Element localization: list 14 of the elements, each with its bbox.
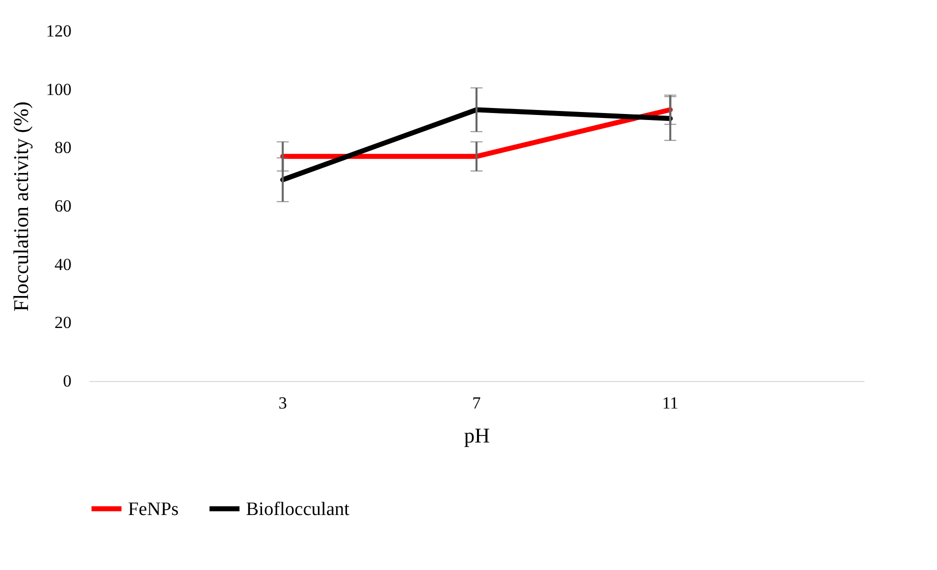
y-axis-title: Flocculation activity (%)	[9, 102, 33, 312]
y-tick-label: 0	[63, 372, 72, 390]
y-tick-label: 60	[54, 196, 72, 216]
y-tick-label: 120	[46, 22, 72, 40]
legend-label: FeNPs	[128, 498, 179, 520]
legend-label: Bioflocculant	[246, 498, 350, 520]
y-tick-label: 20	[54, 313, 72, 332]
x-axis-title: pH	[464, 424, 490, 448]
y-tick-label: 100	[46, 80, 72, 99]
y-tick-label: 40	[54, 254, 72, 274]
y-tick-label: 80	[54, 138, 72, 158]
x-tick-label: 7	[472, 394, 482, 412]
x-tick-label: 3	[278, 394, 287, 412]
x-tick-label: 11	[662, 394, 678, 412]
